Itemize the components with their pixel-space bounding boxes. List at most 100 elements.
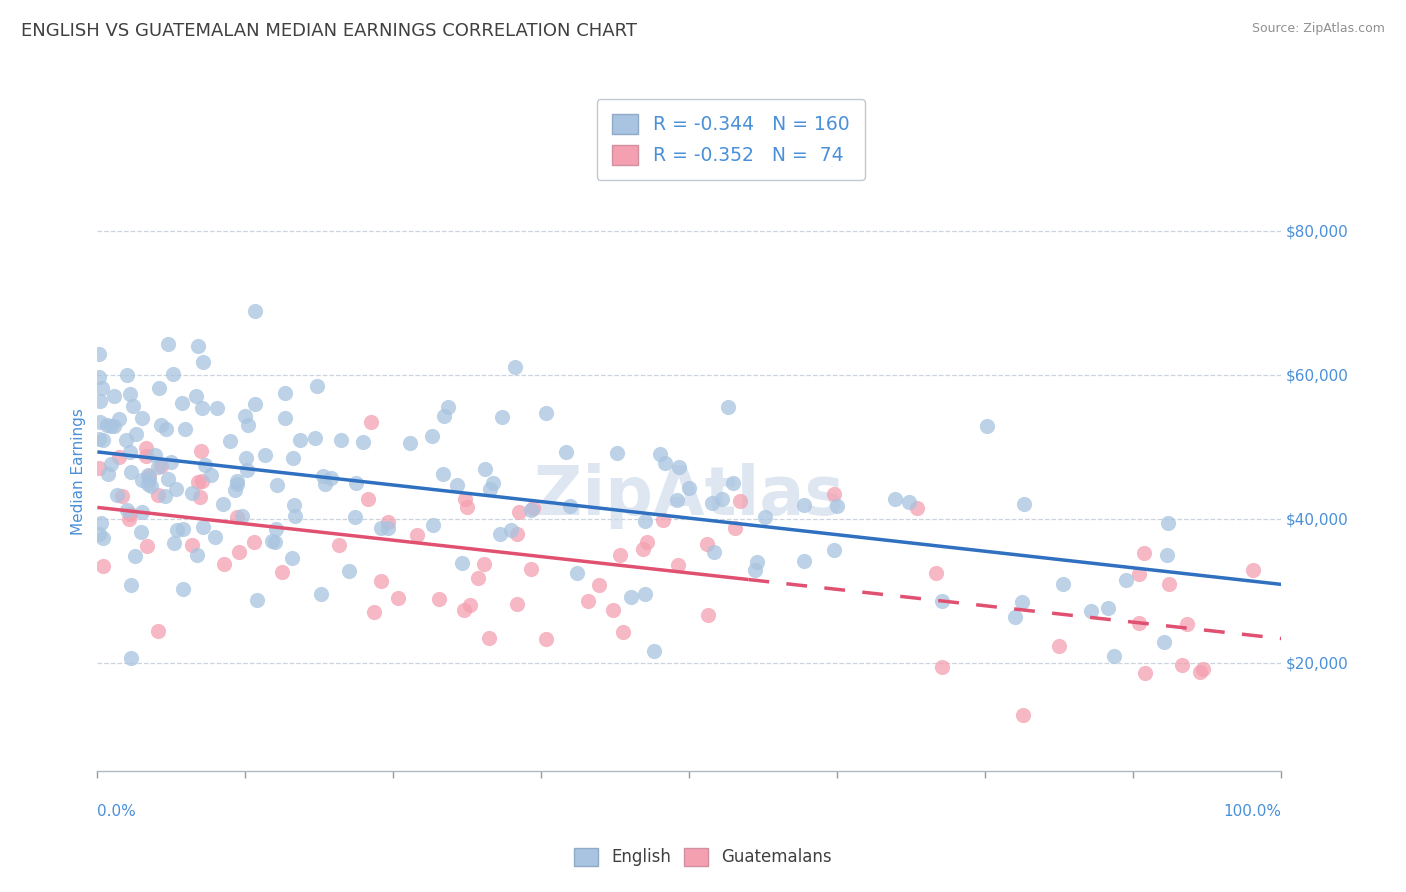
Point — [1171, 657, 1194, 672]
Point — [120, 508, 142, 522]
Point — [163, 536, 186, 550]
Point — [129, 525, 152, 540]
Point — [304, 431, 326, 445]
Point — [1047, 639, 1070, 653]
Point — [554, 445, 576, 459]
Point — [668, 460, 690, 475]
Point — [328, 538, 350, 552]
Point — [467, 571, 489, 585]
Point — [124, 549, 146, 563]
Point — [273, 411, 295, 425]
Point — [703, 544, 725, 558]
Point — [451, 556, 474, 570]
Point — [717, 400, 740, 414]
Point — [643, 644, 665, 658]
Point — [225, 509, 247, 524]
Point — [823, 487, 845, 501]
Point — [460, 598, 482, 612]
Point — [246, 592, 269, 607]
Point — [437, 400, 460, 414]
Point — [823, 542, 845, 557]
Point — [87, 527, 110, 541]
Point — [283, 499, 305, 513]
Text: ENGLISH VS GUATEMALAN MEDIAN EARNINGS CORRELATION CHART: ENGLISH VS GUATEMALAN MEDIAN EARNINGS CO… — [21, 22, 637, 40]
Point — [139, 479, 162, 493]
Point — [100, 457, 122, 471]
Point — [191, 520, 214, 534]
Point — [281, 450, 304, 465]
Point — [235, 451, 257, 466]
Point — [120, 387, 142, 401]
Point — [212, 557, 235, 571]
Point — [243, 304, 266, 318]
Point — [453, 492, 475, 507]
Point — [148, 381, 170, 395]
Point — [125, 427, 148, 442]
Point — [446, 478, 468, 492]
Point — [534, 632, 557, 646]
Point — [165, 482, 187, 496]
Point — [1157, 516, 1180, 530]
Point — [131, 505, 153, 519]
Point — [377, 521, 399, 535]
Point — [274, 386, 297, 401]
Point — [136, 467, 159, 482]
Point — [620, 590, 643, 604]
Point — [148, 624, 170, 639]
Point — [231, 508, 253, 523]
Point — [115, 502, 138, 516]
Point — [136, 476, 159, 491]
Point — [107, 450, 129, 465]
Point — [370, 574, 392, 588]
Point — [360, 415, 382, 429]
Point — [652, 513, 675, 527]
Text: ZipAtlas: ZipAtlas — [534, 463, 844, 529]
Point — [931, 660, 953, 674]
Point — [135, 450, 157, 464]
Point — [478, 631, 501, 645]
Point — [181, 538, 204, 552]
Point — [520, 503, 543, 517]
Point — [224, 483, 246, 497]
Point — [505, 527, 527, 541]
Point — [181, 485, 204, 500]
Point — [478, 483, 501, 497]
Point — [1102, 649, 1125, 664]
Point — [131, 410, 153, 425]
Point — [1191, 662, 1213, 676]
Point — [89, 461, 111, 475]
Point — [472, 558, 495, 572]
Point — [420, 429, 443, 443]
Point — [120, 445, 142, 459]
Point — [266, 477, 288, 491]
Point — [1128, 567, 1150, 582]
Point — [264, 534, 287, 549]
Point — [422, 517, 444, 532]
Point — [89, 415, 111, 429]
Point — [453, 603, 475, 617]
Point — [243, 396, 266, 410]
Point — [218, 434, 240, 448]
Point — [606, 445, 628, 459]
Point — [146, 459, 169, 474]
Point — [602, 603, 624, 617]
Point — [1115, 574, 1137, 588]
Point — [406, 528, 429, 542]
Point — [120, 578, 142, 592]
Point — [588, 578, 610, 592]
Point — [160, 455, 183, 469]
Point — [188, 491, 211, 505]
Point — [226, 476, 249, 491]
Point — [352, 434, 374, 449]
Point — [172, 396, 194, 410]
Point — [330, 433, 353, 447]
Point — [344, 475, 367, 490]
Point — [560, 500, 582, 514]
Point — [91, 433, 114, 447]
Point — [825, 499, 848, 513]
Point — [925, 566, 948, 580]
Point — [370, 521, 392, 535]
Point — [433, 409, 456, 423]
Point — [89, 347, 111, 361]
Point — [1128, 615, 1150, 630]
